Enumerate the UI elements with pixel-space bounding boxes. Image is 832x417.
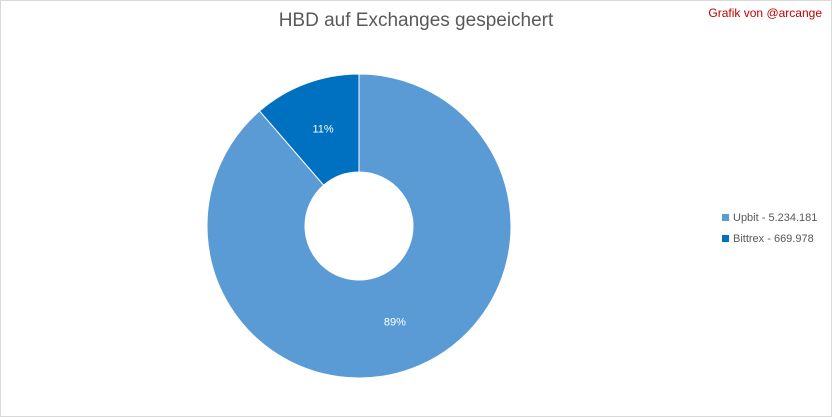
data-label-upbit: 89% — [384, 316, 406, 328]
slice-bittrex — [258, 73, 360, 186]
data-label-bittrex: 11% — [312, 123, 333, 135]
slice-upbit — [206, 73, 512, 379]
legend-swatch-upbit — [722, 214, 729, 221]
legend-label-bittrex: Bittrex - 669.978 — [733, 232, 814, 245]
chart-credit: Grafik von @arcange — [708, 6, 822, 20]
legend-label-upbit: Upbit - 5.234.181 — [733, 211, 818, 224]
legend-item-upbit: Upbit - 5.234.181 — [722, 207, 817, 228]
chart-title: HBD auf Exchanges gespeichert — [278, 10, 554, 31]
legend-swatch-bittrex — [722, 235, 729, 242]
legend-item-bittrex: Bittrex - 669.978 — [722, 228, 817, 249]
legend: Upbit - 5.234.181 Bittrex - 669.978 — [722, 207, 817, 249]
